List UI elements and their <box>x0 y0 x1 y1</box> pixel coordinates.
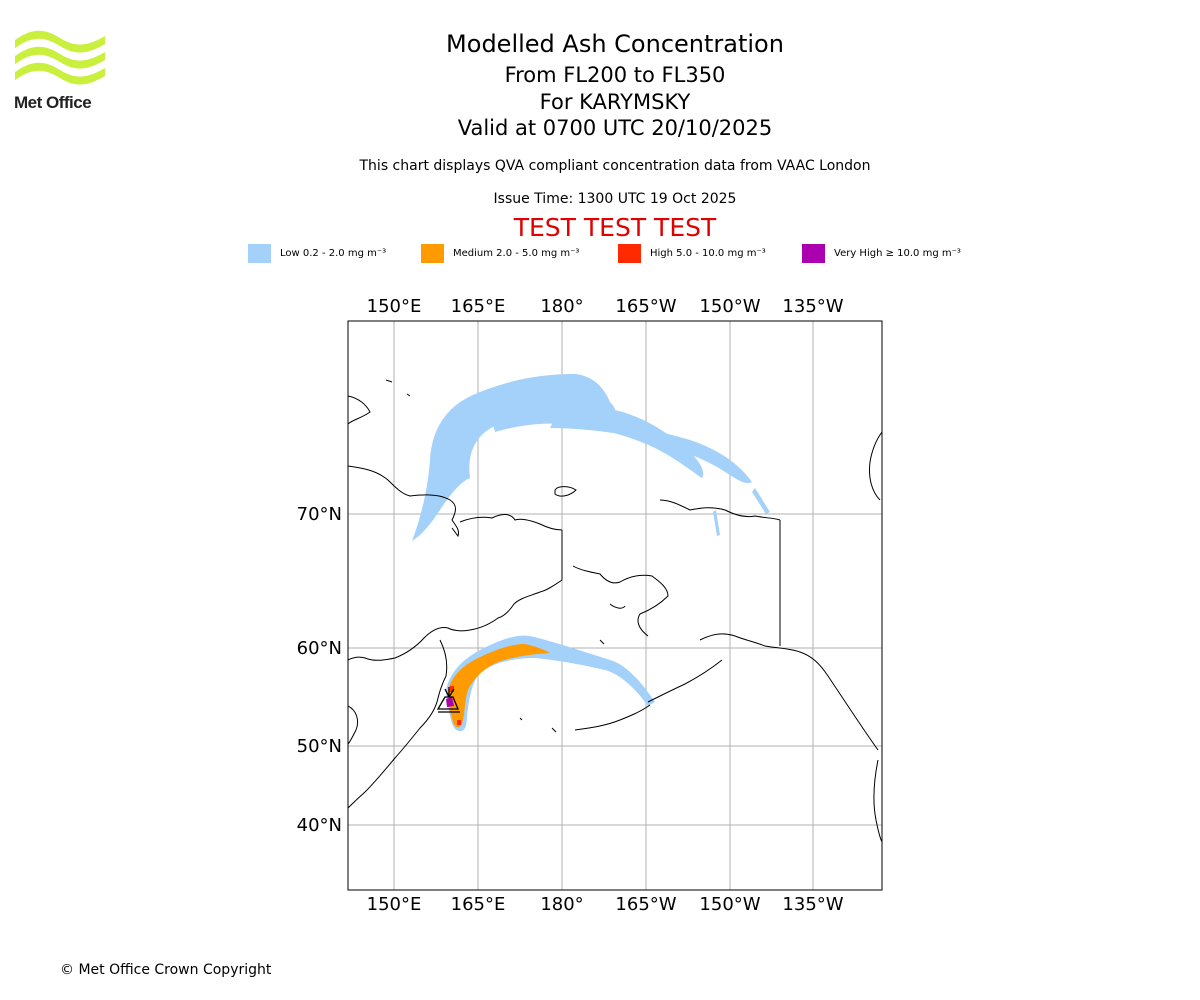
lon-tick-top: 165°W <box>615 296 676 317</box>
map-frame <box>347 320 883 891</box>
legend-item-high: High 5.0 - 10.0 mg m⁻³ <box>618 244 766 263</box>
logo-wordmark: Met Office <box>14 93 92 112</box>
volcano-name: For KARYMSKY <box>539 90 691 114</box>
lat-tick: 40°N <box>297 815 342 836</box>
chart-title: Modelled Ash Concentration <box>446 30 784 58</box>
met-office-waves-icon <box>15 30 105 85</box>
lat-ticks: 70°N 60°N 50°N 40°N <box>297 504 342 836</box>
flight-level-range: From FL200 to FL350 <box>504 63 726 87</box>
met-office-logo: Met Office <box>14 30 106 112</box>
lon-tick-bottom: 150°E <box>367 894 422 915</box>
lon-tick-bottom: 150°W <box>699 894 760 915</box>
lon-tick-top: 135°W <box>782 296 843 317</box>
legend-label-high: High 5.0 - 10.0 mg m⁻³ <box>650 248 766 259</box>
lat-tick: 60°N <box>297 638 342 659</box>
legend-swatch-high <box>618 244 641 263</box>
ash-very-high-region <box>446 697 454 707</box>
lon-tick-bottom: 165°W <box>615 894 676 915</box>
lon-ticks-bottom: 150°E 165°E 180° 165°W 150°W 135°W <box>367 894 844 915</box>
legend-label-very-high: Very High ≥ 10.0 mg m⁻³ <box>834 248 961 259</box>
legend-item-low: Low 0.2 - 2.0 mg m⁻³ <box>248 244 386 263</box>
lon-ticks-top: 150°E 165°E 180° 165°W 150°W 135°W <box>367 296 844 317</box>
test-banner: TEST TEST TEST <box>513 213 717 242</box>
map-area <box>348 321 882 890</box>
legend-swatch-very-high <box>802 244 825 263</box>
lon-tick-top: 150°E <box>367 296 422 317</box>
lon-tick-bottom: 165°E <box>451 894 506 915</box>
lon-tick-bottom: 135°W <box>782 894 843 915</box>
issue-time: Issue Time: 1300 UTC 19 Oct 2025 <box>493 191 737 207</box>
lon-tick-bottom: 180° <box>540 894 583 915</box>
copyright-notice: © Met Office Crown Copyright <box>60 962 272 978</box>
ash-medium-region <box>447 644 550 728</box>
legend-label-medium: Medium 2.0 - 5.0 mg m⁻³ <box>453 248 580 259</box>
legend-item-medium: Medium 2.0 - 5.0 mg m⁻³ <box>421 244 579 263</box>
legend-swatch-medium <box>421 244 444 263</box>
lon-tick-top: 150°W <box>699 296 760 317</box>
legend-swatch-low <box>248 244 271 263</box>
coastlines <box>348 379 882 843</box>
lon-tick-top: 180° <box>540 296 583 317</box>
volcano-marker-icon <box>436 687 460 713</box>
valid-time: Valid at 0700 UTC 20/10/2025 <box>457 116 773 140</box>
lat-tick: 50°N <box>297 736 342 757</box>
lat-tick: 70°N <box>297 504 342 525</box>
chart-description: This chart displays QVA compliant concen… <box>359 158 871 174</box>
legend-label-low: Low 0.2 - 2.0 mg m⁻³ <box>280 248 387 259</box>
legend-item-very-high: Very High ≥ 10.0 mg m⁻³ <box>802 244 961 263</box>
ash-high-region <box>450 686 461 725</box>
lon-tick-top: 165°E <box>451 296 506 317</box>
